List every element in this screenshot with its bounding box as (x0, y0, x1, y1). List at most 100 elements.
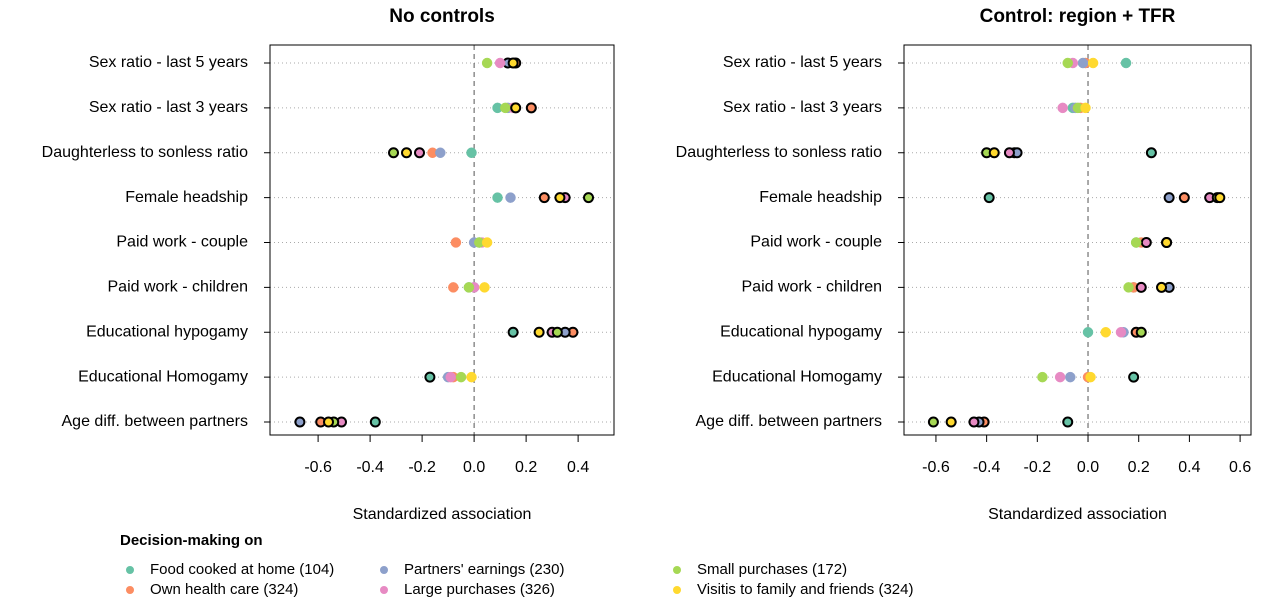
category-label: Female headship (125, 189, 248, 206)
dot (1145, 147, 1157, 159)
x-tick-label: 0.2 (1128, 459, 1150, 476)
dot (450, 237, 462, 248)
dot (1085, 371, 1096, 383)
dot (435, 147, 446, 158)
dot (1163, 192, 1175, 204)
dot (1120, 57, 1132, 69)
dot (551, 326, 563, 338)
legend-marker (380, 586, 388, 594)
legend-marker (380, 566, 388, 574)
dot (466, 371, 477, 383)
dot (1130, 237, 1142, 248)
dot (448, 282, 459, 293)
dot (983, 192, 995, 204)
dot (533, 326, 545, 338)
dot (388, 147, 400, 159)
category-label: Educational Homogamy (78, 368, 248, 385)
dot (1135, 326, 1147, 338)
category-label: Paid work - children (108, 279, 249, 296)
dot (968, 416, 980, 428)
dot (1178, 192, 1190, 204)
dot (414, 147, 426, 159)
dot (1037, 371, 1048, 383)
legend-marker (673, 586, 681, 594)
dot (1087, 57, 1099, 69)
category-label: Educational hypogamy (720, 323, 882, 340)
x-tick-label: -0.4 (973, 459, 1001, 476)
legend-marker (126, 566, 134, 574)
dot (1054, 371, 1066, 383)
dot (294, 416, 306, 428)
dot (583, 192, 595, 204)
legend-label: Large purchases (326) (404, 581, 555, 598)
x-tick-label: 0.4 (567, 459, 589, 476)
dot (525, 102, 537, 114)
x-tick-label: -0.6 (922, 459, 950, 476)
dot (481, 237, 493, 248)
dot (510, 102, 522, 114)
x-tick-label: 0.0 (463, 459, 485, 476)
dot (1062, 57, 1073, 69)
category-label: Sex ratio - last 3 years (89, 99, 248, 116)
dot (945, 416, 957, 428)
dot (424, 371, 436, 383)
category-label: Age diff. between partners (696, 413, 883, 430)
dot (554, 192, 566, 204)
category-label: Sex ratio - last 5 years (723, 54, 882, 71)
dot (481, 57, 493, 69)
dot (507, 57, 519, 69)
legend-marker (673, 566, 681, 574)
dot (445, 371, 456, 383)
category-label: Paid work - couple (750, 234, 882, 251)
category-label: Sex ratio - last 3 years (723, 99, 882, 116)
dot (1156, 281, 1168, 293)
x-tick-label: 0.0 (1077, 459, 1099, 476)
dot (369, 416, 381, 428)
dot (494, 57, 506, 69)
x-axis-title: Standardized association (988, 506, 1167, 523)
dot (1080, 102, 1091, 114)
dot (1100, 327, 1112, 338)
x-tick-label: -0.6 (304, 459, 332, 476)
dot (1115, 327, 1127, 338)
x-tick-label: 0.2 (515, 459, 537, 476)
plot-frame (269, 44, 615, 436)
category-label: Female headship (759, 189, 882, 206)
dot (927, 416, 939, 428)
dot (1062, 416, 1074, 428)
dot (505, 192, 516, 203)
dot (323, 416, 335, 428)
category-label: Paid work - children (742, 279, 883, 296)
dot (1135, 281, 1147, 293)
legend-label: Partners' earnings (230) (404, 561, 564, 578)
category-label: Sex ratio - last 5 years (89, 54, 248, 71)
dot (401, 147, 413, 159)
dot (1214, 192, 1226, 204)
dot (1161, 237, 1173, 248)
dot (538, 192, 550, 204)
legend-label: Small purchases (172) (697, 561, 847, 578)
chart-title: No controls (389, 6, 495, 27)
x-tick-label: -0.2 (408, 459, 436, 476)
dot (455, 371, 467, 383)
legend-title: Decision-making on (120, 532, 263, 549)
x-axis-title: Standardized association (353, 506, 532, 523)
legend-label: Visitis to family and friends (324) (697, 581, 913, 598)
category-label: Age diff. between partners (62, 413, 249, 430)
dot (1065, 371, 1076, 383)
category-label: Daughterless to sonless ratio (42, 144, 248, 161)
dot (1057, 102, 1068, 114)
dot (1140, 237, 1152, 248)
x-tick-label: -0.4 (356, 459, 384, 476)
dot (479, 282, 490, 293)
dot (466, 147, 477, 158)
dot (1003, 147, 1015, 159)
dot (463, 282, 475, 293)
dot (988, 147, 1000, 159)
legend-label: Own health care (324) (150, 581, 298, 598)
x-tick-label: 0.4 (1178, 459, 1200, 476)
dot (500, 102, 511, 114)
category-label: Paid work - couple (116, 234, 248, 251)
category-label: Educational Homogamy (712, 368, 882, 385)
